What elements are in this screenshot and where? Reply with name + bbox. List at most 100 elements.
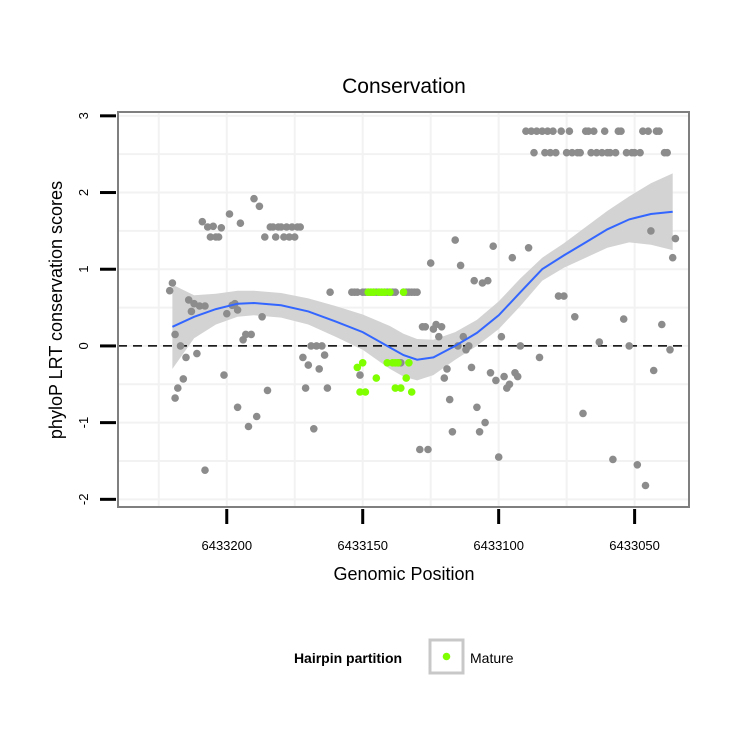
point-background (552, 148, 560, 157)
point-background (576, 148, 584, 157)
point-mature (391, 384, 400, 392)
point-background (647, 227, 655, 235)
point-background (568, 148, 576, 157)
point-background (217, 224, 226, 232)
point-background (206, 233, 215, 241)
point-background (233, 306, 242, 314)
point-background (233, 403, 242, 412)
x-axis: 6433200 6433150 6433100 6433050 (201, 509, 660, 553)
point-background (508, 253, 517, 262)
point-background (296, 223, 305, 231)
point-background (214, 233, 223, 241)
point-background (198, 217, 207, 226)
point-background (595, 338, 604, 346)
x-axis-title: Genomic Position (333, 564, 474, 584)
point-mature (358, 359, 367, 367)
point-background (492, 376, 500, 385)
point-background (500, 372, 508, 381)
point-background (505, 380, 514, 389)
point-background (168, 279, 177, 287)
point-background (318, 342, 326, 350)
point-background (671, 234, 680, 243)
point-background (165, 286, 174, 295)
point-background (600, 127, 609, 135)
point-background (639, 127, 647, 135)
point-background (201, 302, 209, 310)
point-background (244, 422, 253, 431)
point-mature (383, 359, 392, 367)
point-background (209, 222, 217, 231)
point-background (193, 349, 201, 358)
point-background (470, 276, 479, 285)
y-tick-label: 3 (76, 112, 91, 119)
point-background (579, 409, 587, 418)
point-background (584, 127, 593, 135)
point-background (562, 148, 571, 157)
point-background (426, 259, 435, 267)
point-background (280, 233, 288, 241)
point-background (223, 309, 231, 318)
legend-key-mature (442, 652, 451, 661)
point-background (247, 330, 255, 339)
point-background (288, 223, 296, 231)
point-background (630, 148, 639, 157)
point-background (220, 371, 228, 379)
point-background (445, 395, 454, 404)
point-background (633, 461, 642, 469)
point-background (290, 233, 299, 241)
point-background (282, 223, 291, 231)
point-background (625, 342, 633, 350)
point-background (184, 296, 193, 304)
point-background (557, 127, 565, 135)
grid (118, 112, 689, 507)
point-background (590, 127, 598, 135)
point-background (391, 288, 400, 297)
point-background (435, 332, 443, 341)
point-background (171, 394, 179, 402)
point-background (465, 342, 473, 350)
point-background (622, 148, 631, 157)
point-background (641, 481, 650, 490)
point-background (421, 323, 430, 331)
point-background (261, 233, 269, 241)
point-background (617, 127, 625, 135)
point-background (171, 330, 179, 339)
point-background (424, 445, 432, 454)
point-background (263, 386, 272, 395)
point-mature (380, 288, 389, 297)
point-background (481, 418, 489, 427)
point-background (644, 127, 652, 135)
point-background (320, 351, 329, 359)
point-background (277, 223, 285, 231)
y-tick-label: -2 (76, 494, 91, 506)
point-background (598, 148, 606, 157)
point-background (416, 445, 424, 454)
point-background (619, 315, 628, 323)
point-background (326, 288, 334, 297)
legend-title: Hairpin partition (294, 650, 402, 666)
point-background (489, 242, 498, 250)
point-mature (353, 363, 362, 372)
point-background (179, 375, 188, 383)
point-background (307, 342, 315, 350)
point-background (527, 127, 536, 135)
point-background (242, 330, 250, 339)
point-background (554, 292, 563, 300)
y-axis-title: phyloP LRT conservation scores (46, 181, 66, 439)
point-background (301, 384, 310, 392)
point-background (258, 313, 266, 321)
point-background (543, 127, 552, 135)
point-background (497, 332, 506, 341)
point-background (473, 403, 481, 412)
smooth-fit-line (171, 210, 673, 361)
point-background (201, 466, 209, 475)
point-mature (405, 359, 413, 367)
x-tick-label: 6433100 (473, 538, 524, 553)
point-background (459, 332, 468, 341)
point-background (522, 127, 530, 135)
point-background (252, 412, 261, 421)
point-background (532, 127, 541, 135)
point-background (299, 353, 307, 362)
point-background (467, 363, 476, 372)
